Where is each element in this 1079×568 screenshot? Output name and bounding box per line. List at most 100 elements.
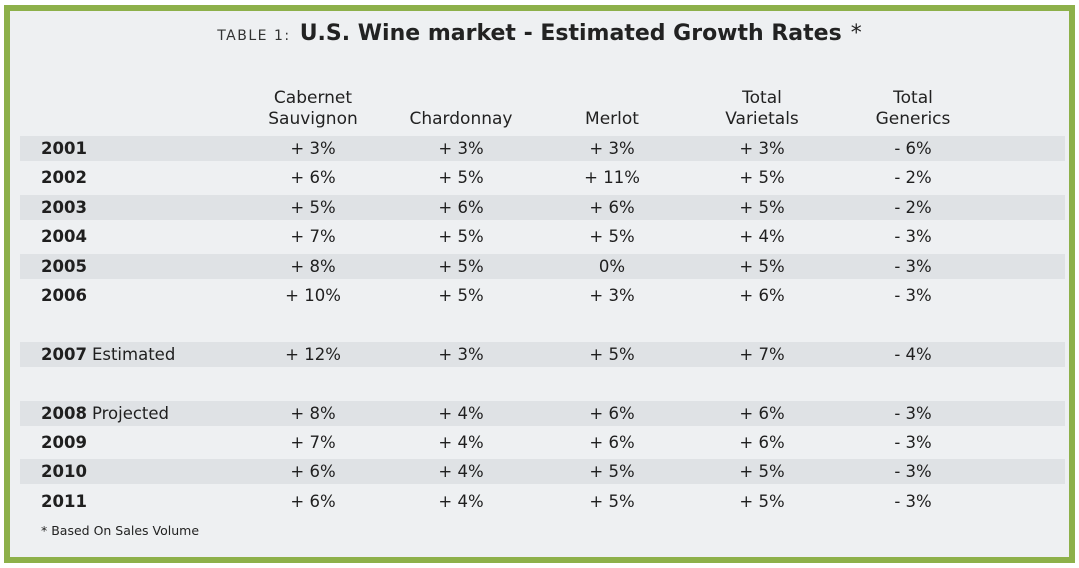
table-cell: + 6% xyxy=(739,433,785,452)
table-cell: + 5% xyxy=(438,286,484,305)
table-cell: + 5% xyxy=(739,257,785,276)
column-header: Merlot xyxy=(542,88,682,130)
table-cell: + 5% xyxy=(739,198,785,217)
table-cell: + 3% xyxy=(589,286,635,305)
table-cell: + 5% xyxy=(290,198,336,217)
table-cell: - 3% xyxy=(894,227,932,246)
table-cell: - 3% xyxy=(894,286,932,305)
title-marker: * xyxy=(850,21,862,46)
table-cell: + 11% xyxy=(584,168,640,187)
table-cell: + 6% xyxy=(589,404,635,423)
table-cell: + 3% xyxy=(290,139,336,158)
row-label: 2005 xyxy=(41,254,87,279)
row-label: 2001 xyxy=(41,136,87,161)
column-header-line2: Chardonnay xyxy=(409,109,513,129)
table-cell: - 3% xyxy=(894,492,932,511)
table-cell: - 4% xyxy=(894,345,932,364)
table-row: 2010 + 6% + 4% + 5% + 5% - 3% xyxy=(20,459,1065,484)
table-row: 2006 + 10% + 5% + 3% + 6% - 3% xyxy=(20,283,1065,308)
table-cell: + 6% xyxy=(589,433,635,452)
table-cell: + 3% xyxy=(438,139,484,158)
table-cell: + 7% xyxy=(290,227,336,246)
title-prefix: TABLE 1: xyxy=(217,28,291,44)
row-year: 2005 xyxy=(41,257,87,276)
table-cell: + 6% xyxy=(290,492,336,511)
row-year: 2002 xyxy=(41,168,87,187)
column-header-line2: Varietals xyxy=(725,109,799,129)
table-row: 2005 + 8% + 5% 0% + 5% - 3% xyxy=(20,254,1065,279)
table-cell: + 12% xyxy=(285,345,341,364)
title-main: U.S. Wine market - Estimated Growth Rate… xyxy=(299,21,842,46)
table-cell: + 3% xyxy=(438,345,484,364)
table-cell: + 4% xyxy=(438,404,484,423)
table-cell: - 2% xyxy=(894,198,932,217)
table-cell: - 3% xyxy=(894,404,932,423)
row-label: 2010 xyxy=(41,459,87,484)
footnote: * Based On Sales Volume xyxy=(41,523,200,538)
table-cell: + 5% xyxy=(589,462,635,481)
table-cell: + 5% xyxy=(739,492,785,511)
row-year: 2004 xyxy=(41,227,87,246)
table-row: 2008 Projected + 8% + 4% + 6% + 6% - 3% xyxy=(20,401,1065,426)
row-note: Projected xyxy=(91,404,170,423)
table-cell: - 3% xyxy=(894,433,932,452)
table-cell: + 4% xyxy=(739,227,785,246)
table-row: 2001 + 3% + 3% + 3% + 3% - 6% xyxy=(20,136,1065,161)
table-cell: - 3% xyxy=(894,462,932,481)
row-label: 2002 xyxy=(41,165,87,190)
column-header-line1: Total xyxy=(893,88,933,108)
table-cell: + 3% xyxy=(589,139,635,158)
table-cell: + 5% xyxy=(438,227,484,246)
column-header: Chardonnay xyxy=(391,88,531,130)
column-header-line1: Cabernet xyxy=(273,88,353,108)
table-cell: + 6% xyxy=(739,404,785,423)
table-cell: + 5% xyxy=(739,168,785,187)
table-cell: + 5% xyxy=(589,492,635,511)
table-row: 2011 + 6% + 4% + 5% + 5% - 3% xyxy=(20,489,1065,514)
table-cell: - 3% xyxy=(894,257,932,276)
table-cell: + 6% xyxy=(290,462,336,481)
table-cell: + 8% xyxy=(290,257,336,276)
row-label: 2007 Estimated xyxy=(41,342,175,367)
table-cell: + 10% xyxy=(285,286,341,305)
table-cell: + 5% xyxy=(739,462,785,481)
row-year: 2001 xyxy=(41,139,87,158)
column-header-line1 xyxy=(542,88,682,109)
table-cell: + 6% xyxy=(739,286,785,305)
column-header-line2: Merlot xyxy=(585,109,639,129)
column-header: Total Generics xyxy=(843,88,983,130)
table-cell: + 6% xyxy=(290,168,336,187)
row-note: Estimated xyxy=(91,345,176,364)
row-label: 2004 xyxy=(41,224,87,249)
table-row: 2009 + 7% + 4% + 6% + 6% - 3% xyxy=(20,430,1065,455)
table-cell: + 4% xyxy=(438,492,484,511)
table-cell: 0% xyxy=(598,257,626,276)
column-header-line2: Generics xyxy=(875,109,951,129)
table-cell: + 5% xyxy=(589,227,635,246)
table-title: TABLE 1: U.S. Wine market - Estimated Gr… xyxy=(10,21,1069,46)
row-year: 2009 xyxy=(41,433,87,452)
table-cell: + 4% xyxy=(438,462,484,481)
row-label: 2006 xyxy=(41,283,87,308)
table-cell: + 7% xyxy=(290,433,336,452)
table-frame: TABLE 1: U.S. Wine market - Estimated Gr… xyxy=(4,5,1075,563)
table-cell: - 2% xyxy=(894,168,932,187)
table-cell: + 3% xyxy=(739,139,785,158)
table-row: 2007 Estimated + 12% + 3% + 5% + 7% - 4% xyxy=(20,342,1065,367)
table-cell: + 6% xyxy=(438,198,484,217)
row-year: 2011 xyxy=(41,492,87,511)
table-cell: + 4% xyxy=(438,433,484,452)
row-label: 2008 Projected xyxy=(41,401,169,426)
table-cell: + 6% xyxy=(589,198,635,217)
table-row: 2003 + 5% + 6% + 6% + 5% - 2% xyxy=(20,195,1065,220)
table-cell: + 5% xyxy=(438,257,484,276)
row-label: 2003 xyxy=(41,195,87,220)
row-label: 2011 xyxy=(41,489,87,514)
table-cell: + 5% xyxy=(438,168,484,187)
row-label: 2009 xyxy=(41,430,87,455)
column-header: Cabernet Sauvignon xyxy=(243,88,383,130)
table-row: 2004 + 7% + 5% + 5% + 4% - 3% xyxy=(20,224,1065,249)
row-year: 2003 xyxy=(41,198,87,217)
row-year: 2008 xyxy=(41,404,87,423)
row-year: 2010 xyxy=(41,462,87,481)
